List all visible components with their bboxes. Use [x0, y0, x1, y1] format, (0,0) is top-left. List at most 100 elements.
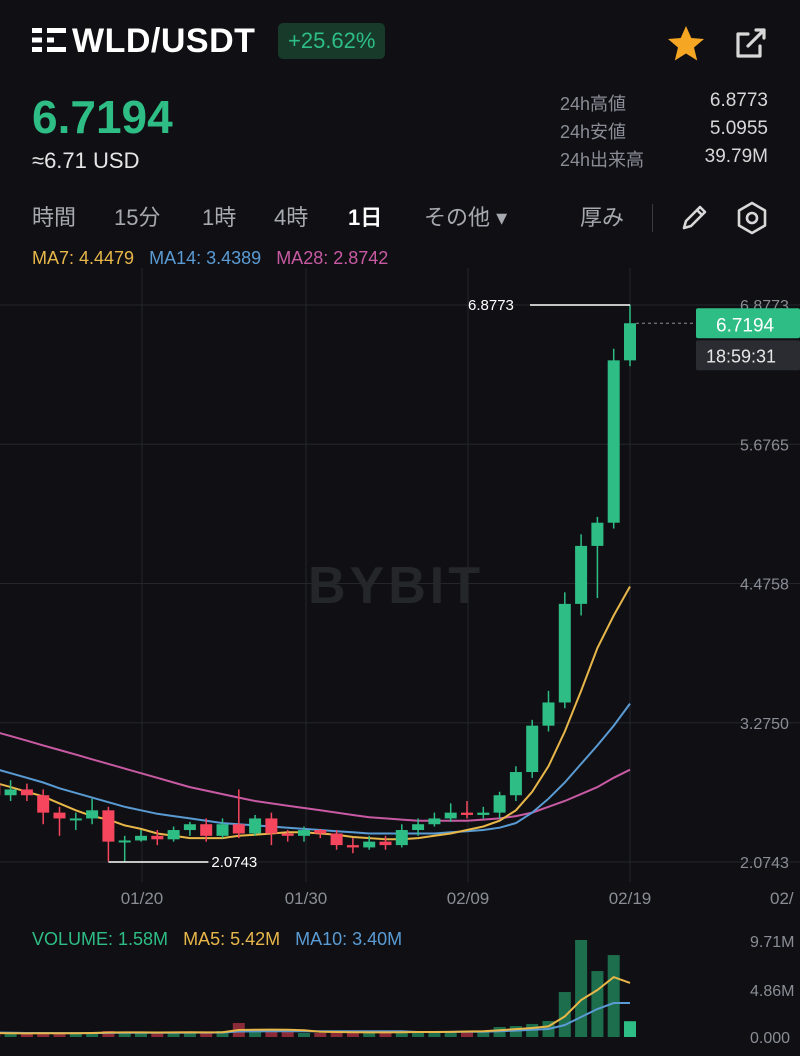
- last-price-tag: 6.7194: [716, 315, 775, 336]
- volume-bar: [86, 1033, 99, 1037]
- tab-time[interactable]: 時間: [32, 205, 77, 230]
- volume-ma5-line: [0, 975, 631, 1035]
- volume-bar: [69, 1033, 82, 1037]
- candle-body: [509, 772, 522, 796]
- candle-body: [542, 702, 555, 726]
- countdown-tag: 18:59:31: [706, 346, 776, 366]
- volume-ma10-label: MA10: 3.40M: [295, 929, 403, 949]
- volume-legend: VOLUME: 1.58M MA5: 5.42M MA10: 3.40M: [32, 929, 402, 950]
- volume-bar: [200, 1033, 213, 1037]
- volume-bar: [216, 1031, 229, 1037]
- candle-body: [314, 830, 327, 834]
- ma14-label: MA14: 3.4389: [149, 248, 262, 268]
- volume-bar: [102, 1031, 115, 1037]
- volume-bar: [265, 1030, 278, 1037]
- date-axis-label: 02/19: [609, 889, 652, 908]
- candle-body: [461, 812, 473, 815]
- change-badge: +25.62%: [278, 23, 386, 59]
- candle-body: [135, 835, 147, 841]
- volume-axis-label: 0.000: [750, 1030, 790, 1047]
- price-axis-label: 4.4758: [740, 577, 789, 594]
- volume-bar: [412, 1032, 425, 1037]
- candle-body: [575, 545, 588, 604]
- volume-bar: [183, 1032, 196, 1037]
- candle-body: [298, 830, 310, 836]
- volume-bar: [558, 992, 571, 1037]
- candle-body: [167, 830, 180, 840]
- candle-body: [53, 812, 66, 819]
- candle-body: [69, 818, 82, 821]
- ma7-line: [0, 586, 631, 841]
- pair-title: WLD/USDT: [72, 22, 256, 60]
- volume-bar: [591, 971, 604, 1037]
- volume-bar: [607, 955, 620, 1037]
- candle-body: [591, 522, 604, 546]
- candle-body: [330, 833, 343, 846]
- candle-body: [183, 824, 196, 831]
- volume-bar: [428, 1032, 441, 1037]
- candle-body: [118, 840, 131, 843]
- candle-body: [493, 795, 506, 813]
- candle-body: [265, 818, 278, 834]
- tab-depth[interactable]: 厚み: [580, 205, 625, 230]
- candle-body: [379, 841, 392, 846]
- volume-bar: [37, 1032, 50, 1037]
- pencil-icon[interactable]: [674, 198, 714, 238]
- volume-bar: [379, 1033, 392, 1037]
- high-marker-label: 6.8773: [468, 297, 514, 314]
- tab-15m[interactable]: 15分: [114, 205, 161, 230]
- volume-bar: [135, 1033, 147, 1037]
- price-axis-label: 5.6765: [740, 437, 789, 454]
- candle-body: [37, 795, 50, 813]
- candle-body: [607, 360, 620, 523]
- settings-icon[interactable]: [732, 198, 772, 238]
- ma7-label: MA7: 4.4479: [32, 248, 135, 268]
- date-axis-label: 01/30: [285, 889, 328, 908]
- candle-body: [86, 810, 99, 819]
- candle-body: [477, 812, 490, 815]
- candle-body: [102, 810, 115, 842]
- low-24h-value: 5.0955: [709, 118, 768, 139]
- candle-body: [412, 824, 425, 831]
- tab-1h[interactable]: 1時: [202, 205, 237, 230]
- volume-bar: [477, 1031, 490, 1037]
- usd-price: ≈6.71 USD: [32, 148, 140, 173]
- high-24h-value: 6.8773: [709, 90, 768, 111]
- worldcoin-logo-icon: [32, 28, 66, 52]
- volume-bar: [461, 1031, 473, 1037]
- volume-bar: [298, 1033, 310, 1037]
- candlestick-chart[interactable]: BYBIT6.87732.07436.87735.67654.47583.275…: [0, 268, 800, 1056]
- ma-legend: MA7: 4.4479 MA14: 3.4389 MA28: 2.8742: [32, 248, 388, 269]
- volume-bar: [395, 1031, 408, 1037]
- share-icon[interactable]: [730, 24, 770, 64]
- candle-body: [216, 824, 229, 836]
- volume-24h-value: 39.79M: [704, 146, 768, 167]
- tab-more[interactable]: その他 ▾: [424, 205, 508, 230]
- volume-bar: [575, 940, 588, 1037]
- high-24h-label: 24h高値: [560, 94, 627, 114]
- low-marker-label: 2.0743: [211, 854, 257, 871]
- candle-body: [200, 824, 213, 836]
- candle-body: [395, 830, 408, 846]
- volume-24h-label: 24h出来高: [560, 150, 645, 170]
- candle-body: [151, 835, 164, 840]
- date-axis-label: 01/20: [121, 889, 164, 908]
- volume-bar: [151, 1033, 164, 1037]
- price-axis-label: 2.0743: [740, 855, 789, 872]
- date-axis-label: 02/: [770, 889, 794, 908]
- volume-bar: [249, 1031, 262, 1037]
- tab-1d[interactable]: 1日: [348, 205, 383, 230]
- candle-body: [249, 818, 262, 834]
- candle-body: [526, 725, 539, 773]
- volume-bar: [444, 1031, 457, 1037]
- star-icon[interactable]: [664, 22, 708, 66]
- price-axis-label: 3.2750: [740, 716, 789, 733]
- interval-tabs: 時間 15分 1時 4時 1日 その他 ▾ 厚み: [0, 196, 800, 240]
- tab-4h[interactable]: 4時: [274, 205, 309, 230]
- volume-ma5-label: MA5: 5.42M: [183, 929, 281, 949]
- low-24h-label: 24h安値: [560, 122, 627, 142]
- volume-bar: [363, 1032, 376, 1037]
- ma28-label: MA28: 2.8742: [276, 248, 389, 268]
- volume-bar: [281, 1032, 294, 1037]
- volume-bar: [53, 1033, 66, 1037]
